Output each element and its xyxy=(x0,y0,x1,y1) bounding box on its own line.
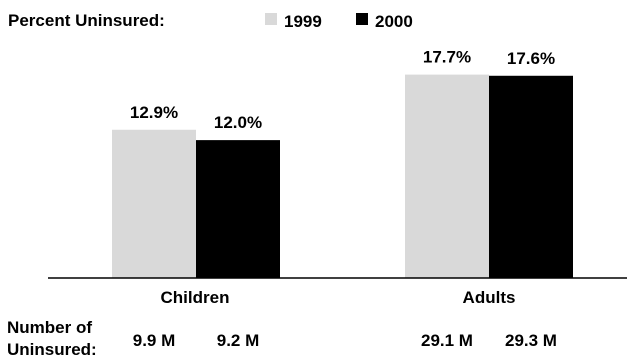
data-label-adults-1999: 17.7% xyxy=(423,48,471,67)
footer-value-children-2000: 9.2 M xyxy=(217,331,260,350)
chart-title: Percent Uninsured: xyxy=(8,11,165,30)
data-label-children-1999: 12.9% xyxy=(130,103,178,122)
value-labels: 12.9% 12.0% 17.7% 17.6% xyxy=(130,48,555,132)
data-label-children-2000: 12.0% xyxy=(214,113,262,132)
bar-adults-2000 xyxy=(489,75,573,278)
legend-swatch-1999 xyxy=(265,13,277,25)
bars xyxy=(112,74,573,278)
footer-value-adults-1999: 29.1 M xyxy=(421,331,473,350)
footer-value-children-1999: 9.9 M xyxy=(133,331,176,350)
footer-value-adults-2000: 29.3 M xyxy=(505,331,557,350)
category-label-children: Children xyxy=(161,288,230,307)
footer-label-line2: Uninsured: xyxy=(7,340,97,359)
legend: 1999 2000 xyxy=(265,12,413,31)
category-label-adults: Adults xyxy=(463,288,516,307)
legend-label-2000: 2000 xyxy=(375,12,413,31)
footer-label-line1: Number of xyxy=(7,318,92,337)
bar-children-1999 xyxy=(112,129,196,278)
legend-label-1999: 1999 xyxy=(284,12,322,31)
bar-adults-1999 xyxy=(405,74,489,278)
data-label-adults-2000: 17.6% xyxy=(507,49,555,68)
legend-swatch-2000 xyxy=(356,13,368,25)
bar-children-2000 xyxy=(196,140,280,278)
